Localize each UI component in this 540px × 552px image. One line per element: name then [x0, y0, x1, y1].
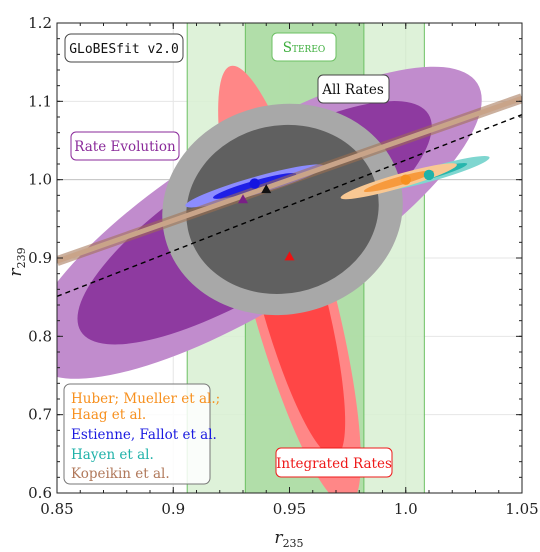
- legend-entry: Estienne, Fallot et al.: [71, 427, 217, 443]
- y-tick-label: 0.6: [28, 484, 52, 502]
- all-rates-label: All Rates: [317, 74, 390, 104]
- x-tick-label: 0.95: [273, 500, 306, 518]
- svg-text:Rate Evolution: Rate Evolution: [74, 139, 176, 155]
- rate-evolution-label: Rate Evolution: [70, 131, 180, 161]
- dashed-line: [57, 113, 522, 298]
- y-tick-label: 0.9: [28, 249, 52, 267]
- x-tick-label: 0.85: [40, 500, 73, 518]
- legend-entry: Haag et al.: [71, 407, 146, 423]
- best-fit-triangle: [284, 251, 295, 261]
- x-tick-label: 1.05: [505, 500, 538, 518]
- huber-mueller-et-al-haag-et-al-inner-region: [363, 170, 434, 193]
- fit-lines: [57, 93, 522, 298]
- y-tick-label: 1.1: [28, 92, 52, 110]
- svg-text:Integrated Rates: Integrated Rates: [276, 456, 392, 472]
- svg-text:All Rates: All Rates: [321, 82, 384, 98]
- svg-text:GLoBESfit v2.0: GLoBESfit v2.0: [69, 42, 179, 57]
- globes-label: GLoBESfit v2.0: [64, 33, 184, 63]
- x-tick-label: 0.9: [161, 500, 185, 518]
- y-tick-label: 0.7: [28, 406, 52, 424]
- y-tick-label: 0.8: [28, 327, 52, 345]
- legend-entry: Huber; Mueller et al.;: [71, 391, 220, 407]
- legend: Huber; Mueller et al.; Haag et al. Estie…: [63, 383, 220, 485]
- x-tick-label: 1.0: [394, 500, 418, 518]
- legend-entry: Kopeikin et al.: [71, 466, 170, 482]
- best-fit-points: [238, 169, 435, 261]
- y-tick-label: 1.0: [28, 171, 52, 189]
- y-tick-label: 1.2: [28, 14, 52, 32]
- best-fit-point: [249, 178, 260, 189]
- best-fit-triangle: [238, 194, 248, 204]
- best-fit-point: [423, 169, 435, 181]
- integrated-rates-label: Integrated Rates: [275, 447, 393, 478]
- y-axis-label: r239: [6, 247, 28, 276]
- best-fit-triangle: [261, 184, 272, 194]
- legend-entry: Hayen et al.: [71, 447, 154, 463]
- kopeikin-line: [57, 95, 522, 264]
- stereo-label: Stereo: [271, 32, 337, 62]
- svg-text:Stereo: Stereo: [283, 40, 326, 56]
- axis-ticks: 0.85 0.9 0.95 1.0 1.05 0.6 0.7 0.8 0.9 1.0 1.1 1.2: [28, 14, 539, 518]
- x-axis-label: r235: [274, 528, 303, 550]
- best-fit-point: [400, 174, 411, 185]
